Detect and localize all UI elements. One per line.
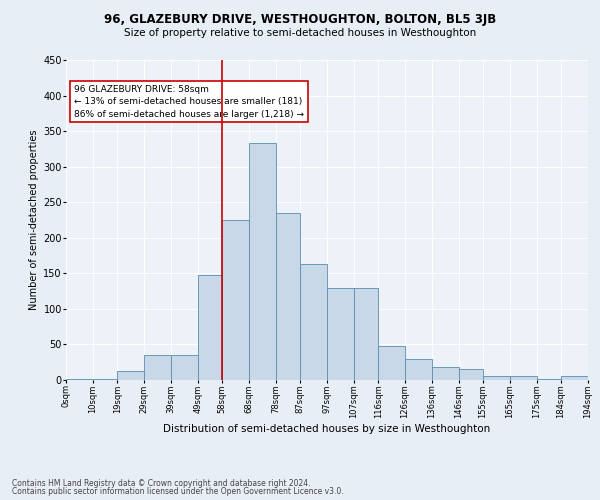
Bar xyxy=(405,358,432,380)
Text: Contains HM Land Registry data © Crown copyright and database right 2024.: Contains HM Land Registry data © Crown c… xyxy=(12,478,311,488)
Bar xyxy=(198,275,222,380)
Text: Contains public sector information licensed under the Open Government Licence v3: Contains public sector information licen… xyxy=(12,487,344,496)
Bar xyxy=(537,378,561,380)
Bar xyxy=(510,376,537,380)
Bar xyxy=(222,220,249,380)
Bar xyxy=(300,264,327,380)
Bar xyxy=(171,355,198,380)
Bar xyxy=(459,370,483,380)
Bar xyxy=(66,378,93,380)
Bar xyxy=(561,376,588,380)
Text: 96, GLAZEBURY DRIVE, WESTHOUGHTON, BOLTON, BL5 3JB: 96, GLAZEBURY DRIVE, WESTHOUGHTON, BOLTO… xyxy=(104,12,496,26)
Y-axis label: Number of semi-detached properties: Number of semi-detached properties xyxy=(29,130,39,310)
Bar xyxy=(144,355,171,380)
Bar xyxy=(378,346,405,380)
Text: Size of property relative to semi-detached houses in Westhoughton: Size of property relative to semi-detach… xyxy=(124,28,476,38)
Bar xyxy=(483,376,510,380)
Bar xyxy=(432,367,459,380)
Bar xyxy=(249,143,276,380)
X-axis label: Distribution of semi-detached houses by size in Westhoughton: Distribution of semi-detached houses by … xyxy=(163,424,491,434)
Bar xyxy=(354,288,378,380)
Text: 96 GLAZEBURY DRIVE: 58sqm
← 13% of semi-detached houses are smaller (181)
86% of: 96 GLAZEBURY DRIVE: 58sqm ← 13% of semi-… xyxy=(74,85,304,119)
Bar xyxy=(327,288,354,380)
Bar xyxy=(117,372,144,380)
Bar xyxy=(276,213,300,380)
